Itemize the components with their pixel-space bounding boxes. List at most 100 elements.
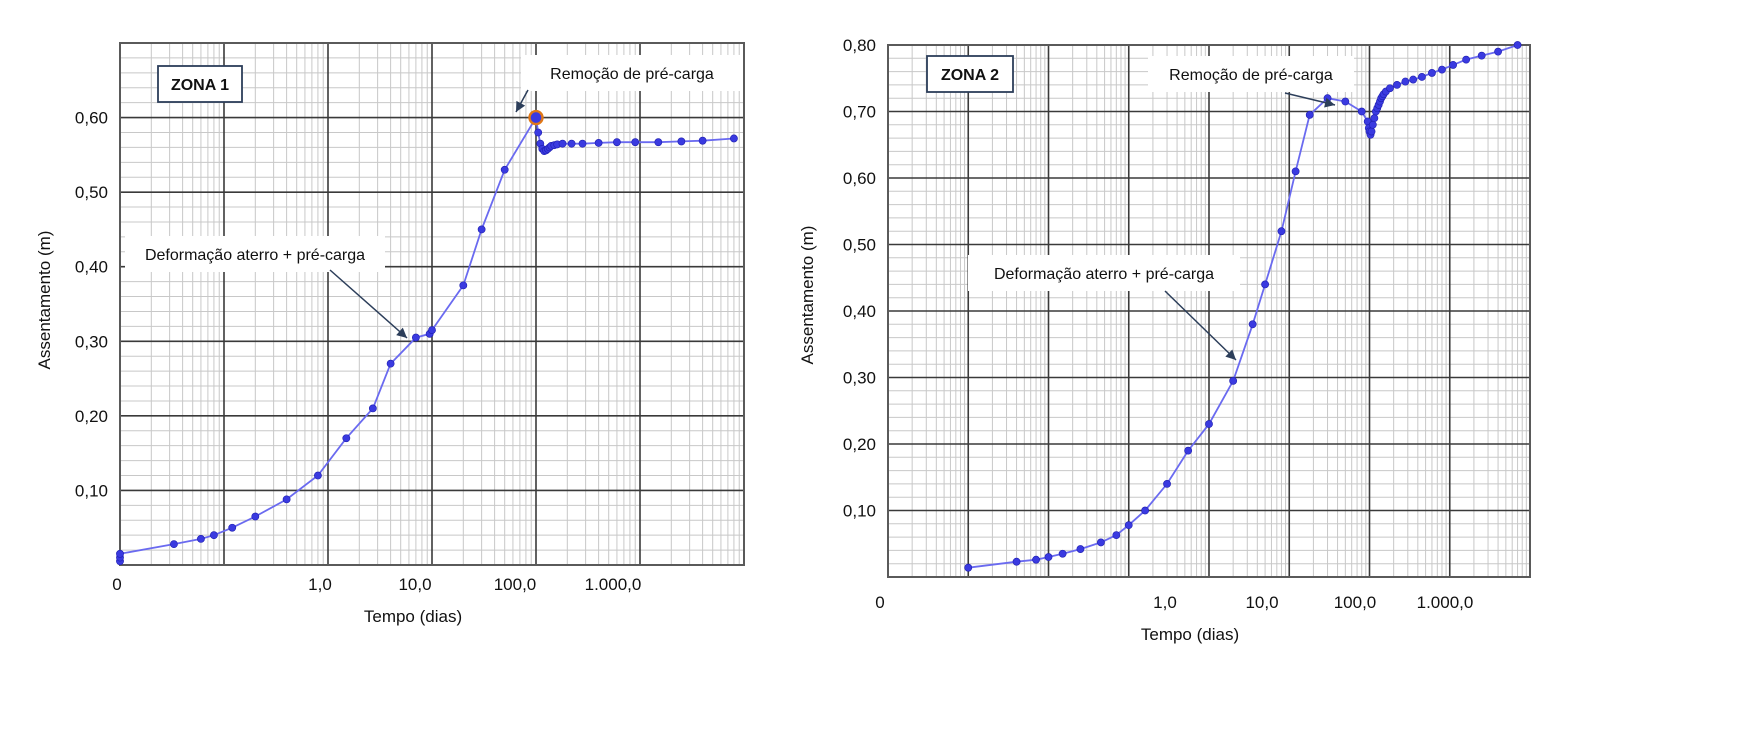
data-point xyxy=(1012,557,1021,566)
data-point xyxy=(1341,97,1350,106)
data-point xyxy=(368,404,377,413)
data-point xyxy=(1261,280,1269,289)
data-point xyxy=(1044,553,1053,561)
annotation-label: Remoção de pré-carga xyxy=(1169,67,1333,84)
x-tick-label: 1.000,0 xyxy=(585,575,642,594)
data-point xyxy=(1124,521,1133,530)
data-point xyxy=(1277,227,1286,236)
data-point xyxy=(314,471,322,480)
data-point xyxy=(197,535,205,543)
x-tick-label: 1.000,0 xyxy=(1417,593,1474,612)
data-point xyxy=(1357,107,1366,116)
data-point xyxy=(677,137,686,146)
x-axis-label: Tempo (dias) xyxy=(364,607,462,626)
x-tick-label: 0 xyxy=(875,593,884,612)
data-point xyxy=(1032,555,1040,564)
annotation-box xyxy=(521,55,743,91)
data-point xyxy=(1449,61,1457,69)
plot-border xyxy=(887,44,1531,578)
data-point xyxy=(210,531,218,540)
data-point xyxy=(1076,545,1085,553)
data-point xyxy=(228,523,237,532)
data-point xyxy=(534,128,543,137)
y-tick-label: 0,80 xyxy=(843,36,876,55)
zone-label: ZONA 2 xyxy=(941,67,999,84)
data-point xyxy=(282,495,291,504)
data-point xyxy=(1205,420,1213,428)
x-tick-label: 10,0 xyxy=(1245,593,1278,612)
data-point xyxy=(1141,506,1150,515)
data-point xyxy=(1418,73,1426,81)
x-tick-label: 100,0 xyxy=(494,575,537,594)
x-axis-label: Tempo (dias) xyxy=(1141,625,1239,644)
annotation-arrow-head xyxy=(1324,97,1335,108)
data-point xyxy=(1409,75,1418,84)
data-point xyxy=(1112,531,1121,540)
data-point xyxy=(428,326,436,334)
annotation-arrow-head xyxy=(396,327,407,338)
data-point xyxy=(1229,376,1238,385)
y-tick-label: 0,60 xyxy=(843,169,876,188)
data-point xyxy=(1097,538,1105,547)
data-point xyxy=(1367,127,1376,136)
y-tick-label: 0,30 xyxy=(843,369,876,388)
data-point xyxy=(1494,47,1502,56)
y-tick-label: 0,20 xyxy=(843,435,876,454)
zone-label-box xyxy=(926,55,1014,93)
data-point xyxy=(1370,114,1379,123)
zone-label-box xyxy=(157,65,243,103)
data-point xyxy=(1058,549,1067,558)
data-point xyxy=(477,225,486,234)
y-tick-label: 0,60 xyxy=(75,109,108,128)
data-point xyxy=(1291,167,1300,176)
zone-label: ZONA 1 xyxy=(171,77,229,94)
data-point xyxy=(386,359,395,368)
annotation-arrow-head xyxy=(1225,349,1236,360)
annotation-box xyxy=(125,236,385,272)
y-tick-label: 0,50 xyxy=(843,236,876,255)
annotation-box xyxy=(968,255,1240,291)
y-tick-label: 0,50 xyxy=(75,183,108,202)
y-axis-label: Assentamento (m) xyxy=(35,231,54,370)
plot-border xyxy=(119,42,745,566)
x-tick-label: 0 xyxy=(112,575,121,594)
data-point xyxy=(251,512,260,521)
annotation-arrow-head xyxy=(516,100,526,112)
data-point xyxy=(698,136,707,145)
data-point xyxy=(500,165,509,174)
y-tick-label: 0,40 xyxy=(75,258,108,277)
x-tick-label: 1,0 xyxy=(308,575,332,594)
y-tick-label: 0,30 xyxy=(75,332,108,351)
data-point xyxy=(558,139,567,148)
data-point xyxy=(459,281,468,290)
data-point xyxy=(411,333,420,342)
data-point xyxy=(1248,320,1257,329)
data-point xyxy=(342,434,351,443)
annotation-label: Remoção de pré-carga xyxy=(550,66,714,83)
data-point xyxy=(594,139,603,147)
data-point xyxy=(631,138,640,147)
data-point xyxy=(1401,77,1410,86)
y-tick-label: 0,70 xyxy=(843,103,876,122)
highlight-point xyxy=(528,109,544,126)
chart-2: 0,10 0,20 0,30 0,40 0,50 0,60 0,70 0,80 0 1,0 10,0… xyxy=(798,36,1531,644)
data-point xyxy=(1438,65,1446,74)
data-point xyxy=(567,139,576,148)
data-point xyxy=(1163,479,1171,488)
annotation-box xyxy=(1148,56,1354,92)
annotation-arrow-line xyxy=(329,269,408,339)
x-tick-label: 10,0 xyxy=(398,575,431,594)
data-point xyxy=(1305,110,1314,119)
data-point xyxy=(1428,69,1436,77)
y-tick-label: 0,40 xyxy=(843,302,876,321)
data-point xyxy=(1462,55,1471,64)
data-point xyxy=(730,134,738,143)
annotation-label: Deformação aterro + pré-carga xyxy=(145,247,365,264)
data-point xyxy=(1477,51,1486,60)
data-point xyxy=(1184,446,1193,455)
data-point xyxy=(1386,84,1394,93)
y-tick-label: 0,10 xyxy=(75,481,108,500)
annotation-arrow-line xyxy=(1164,290,1237,361)
chart-1: 0,10 0,20 0,30 0,40 0,50 0,60 0 1,0 10,0 100,0 1.0… xyxy=(35,42,745,626)
data-point xyxy=(964,563,973,572)
